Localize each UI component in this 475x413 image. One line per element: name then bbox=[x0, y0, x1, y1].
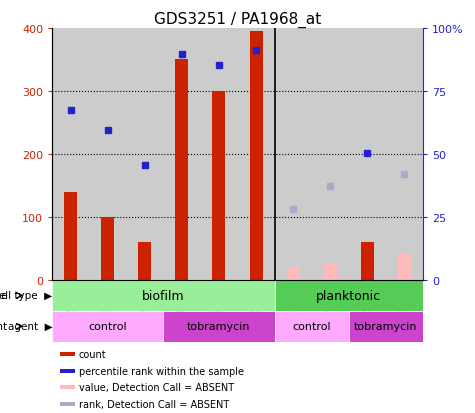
Bar bbox=[60, 402, 75, 406]
Bar bbox=[52, 29, 89, 280]
Text: rank, Detection Call = ABSENT: rank, Detection Call = ABSENT bbox=[78, 399, 229, 409]
Text: value, Detection Call = ABSENT: value, Detection Call = ABSENT bbox=[78, 382, 234, 392]
Bar bbox=[64, 192, 77, 280]
Text: biofilm: biofilm bbox=[142, 289, 185, 302]
Bar bbox=[349, 311, 423, 342]
Text: percentile rank within the sample: percentile rank within the sample bbox=[78, 366, 244, 376]
Text: agent: agent bbox=[0, 321, 8, 332]
Bar bbox=[126, 29, 163, 280]
Text: tobramycin: tobramycin bbox=[187, 321, 251, 332]
Bar bbox=[60, 369, 75, 373]
Bar bbox=[398, 254, 411, 280]
Bar bbox=[312, 29, 349, 280]
Text: cell type: cell type bbox=[0, 291, 8, 301]
Bar bbox=[238, 29, 275, 280]
Bar bbox=[138, 243, 152, 280]
Bar bbox=[361, 243, 374, 280]
Bar bbox=[349, 29, 386, 280]
Bar bbox=[175, 60, 189, 280]
Bar bbox=[212, 92, 226, 280]
Bar bbox=[163, 29, 200, 280]
Bar bbox=[275, 29, 312, 280]
Bar bbox=[200, 29, 238, 280]
Bar bbox=[163, 311, 275, 342]
Text: tobramycin: tobramycin bbox=[354, 321, 418, 332]
Text: control: control bbox=[292, 321, 331, 332]
Bar bbox=[52, 311, 163, 342]
Text: count: count bbox=[78, 349, 106, 359]
Bar bbox=[60, 385, 75, 389]
Bar bbox=[286, 268, 300, 280]
Bar bbox=[52, 280, 275, 311]
Bar bbox=[249, 32, 263, 280]
Text: agent  ▶: agent ▶ bbox=[8, 321, 53, 332]
Bar bbox=[323, 265, 337, 280]
Bar bbox=[386, 29, 423, 280]
Text: planktonic: planktonic bbox=[316, 289, 381, 302]
Text: control: control bbox=[88, 321, 127, 332]
Bar bbox=[275, 311, 349, 342]
Bar bbox=[60, 352, 75, 356]
Title: GDS3251 / PA1968_at: GDS3251 / PA1968_at bbox=[154, 12, 321, 28]
Bar bbox=[89, 29, 126, 280]
Bar bbox=[101, 218, 114, 280]
Text: cell type  ▶: cell type ▶ bbox=[0, 291, 53, 301]
Bar bbox=[275, 280, 423, 311]
